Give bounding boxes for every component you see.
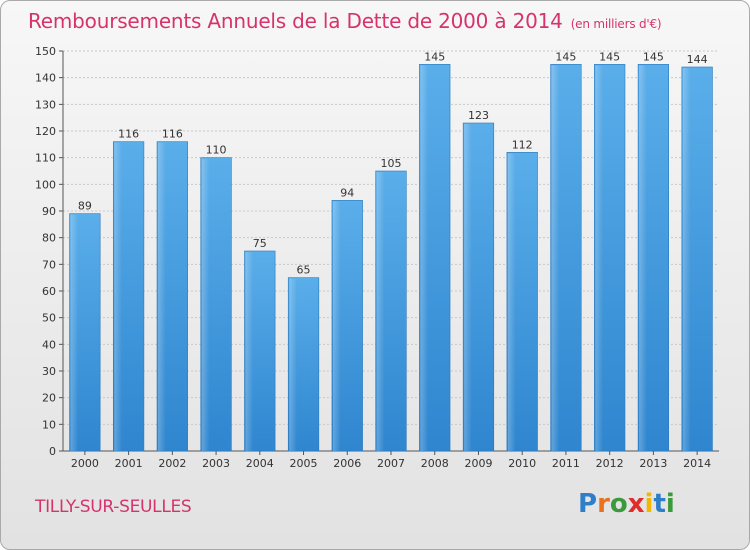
bar-highlight bbox=[464, 124, 472, 451]
x-tick-label-2011: 2011 bbox=[552, 457, 580, 470]
x-tick-label-2001: 2001 bbox=[115, 457, 143, 470]
y-tick-label: 90 bbox=[42, 205, 56, 218]
x-tick-label-2014: 2014 bbox=[683, 457, 711, 470]
place-name: TILLY-SUR-SEULLES bbox=[35, 497, 192, 517]
bar-highlight bbox=[289, 278, 297, 451]
bar-highlight bbox=[420, 65, 429, 451]
chart-title-text: Remboursements Annuels de la Dette de 20… bbox=[28, 9, 563, 33]
data-label-2013: 145 bbox=[643, 50, 664, 63]
bar-highlight bbox=[114, 142, 122, 451]
x-tick-label-2000: 2000 bbox=[71, 457, 99, 470]
y-tick-label: 30 bbox=[42, 365, 56, 378]
y-tick-label: 10 bbox=[42, 418, 56, 431]
y-tick-label: 150 bbox=[35, 45, 56, 58]
logo-letter: t bbox=[653, 489, 666, 519]
y-tick-label: 110 bbox=[35, 152, 56, 165]
data-label-2002: 116 bbox=[162, 128, 183, 141]
data-label-2010: 112 bbox=[512, 138, 533, 151]
y-tick-label: 60 bbox=[42, 285, 56, 298]
logo-letter: x bbox=[627, 489, 645, 519]
bar-highlight bbox=[551, 65, 560, 451]
y-tick-labels: 0 10 20 30 40 50 60 70 80 90 100 110 120 130 140 150 bbox=[35, 45, 56, 458]
data-label-2000: 89 bbox=[78, 200, 92, 213]
y-tick-label: 130 bbox=[35, 98, 56, 111]
x-tick-labels: 2000 2001 2002 2003 2004 2005 2006 2007 2008 2009… bbox=[71, 451, 711, 470]
chart-units: (en milliers d'€) bbox=[570, 17, 662, 31]
bar-highlight bbox=[158, 142, 166, 451]
data-label-2004: 75 bbox=[253, 237, 267, 250]
data-label-2011: 145 bbox=[555, 50, 576, 63]
logo-letter: i bbox=[644, 489, 654, 519]
chart-title: Remboursements Annuels de la Dette de 20… bbox=[28, 9, 662, 33]
logo-letter: P bbox=[578, 489, 598, 519]
x-tick-label-2012: 2012 bbox=[596, 457, 624, 470]
bar-highlight bbox=[245, 252, 254, 451]
data-labels: 89 116 116 110 75 65 94 105 145 123 112 145 145 145 14… bbox=[78, 50, 708, 276]
data-label-2008: 145 bbox=[424, 50, 445, 63]
bar-highlight bbox=[507, 153, 516, 452]
data-label-2014: 144 bbox=[687, 53, 708, 66]
logo-letter: i bbox=[665, 489, 675, 519]
bar-highlight bbox=[639, 65, 647, 451]
y-tick-label: 120 bbox=[35, 125, 56, 138]
x-tick-label-2013: 2013 bbox=[639, 457, 667, 470]
logo-letter: o bbox=[609, 489, 628, 519]
y-tick-label: 20 bbox=[42, 392, 56, 405]
x-tick-label-2005: 2005 bbox=[290, 457, 318, 470]
data-label-2005: 65 bbox=[297, 264, 311, 277]
x-tick-label-2007: 2007 bbox=[377, 457, 405, 470]
data-label-2001: 116 bbox=[118, 128, 139, 141]
y-tick-label: 50 bbox=[42, 312, 56, 325]
x-tick-label-2004: 2004 bbox=[246, 457, 274, 470]
logo-letter: r bbox=[597, 489, 610, 519]
y-tick-label: 140 bbox=[35, 72, 56, 85]
y-tick-label: 80 bbox=[42, 232, 56, 245]
y-tick-label: 70 bbox=[42, 258, 56, 271]
x-tick-label-2009: 2009 bbox=[464, 457, 492, 470]
x-tick-label-2008: 2008 bbox=[421, 457, 449, 470]
x-tick-label-2006: 2006 bbox=[333, 457, 361, 470]
y-tick-label: 0 bbox=[49, 445, 56, 458]
data-label-2003: 110 bbox=[206, 144, 227, 157]
bars bbox=[69, 64, 713, 452]
x-tick-label-2003: 2003 bbox=[202, 457, 230, 470]
y-tick-label: 40 bbox=[42, 338, 56, 351]
data-label-2006: 94 bbox=[340, 186, 354, 199]
bar-highlight bbox=[201, 158, 210, 451]
bar-highlight bbox=[595, 65, 604, 451]
x-tick-label-2002: 2002 bbox=[158, 457, 186, 470]
bar-highlight bbox=[70, 214, 79, 451]
data-label-2007: 105 bbox=[381, 157, 402, 170]
bar-highlight bbox=[682, 68, 691, 451]
x-tick-label-2010: 2010 bbox=[508, 457, 536, 470]
bar-highlight bbox=[376, 172, 385, 451]
y-tick-label: 100 bbox=[35, 178, 56, 191]
bar-highlight bbox=[332, 201, 341, 451]
proxiti-logo[interactable]: Proxiti bbox=[578, 489, 675, 519]
data-label-2012: 145 bbox=[599, 50, 620, 63]
data-label-2009: 123 bbox=[468, 109, 489, 122]
